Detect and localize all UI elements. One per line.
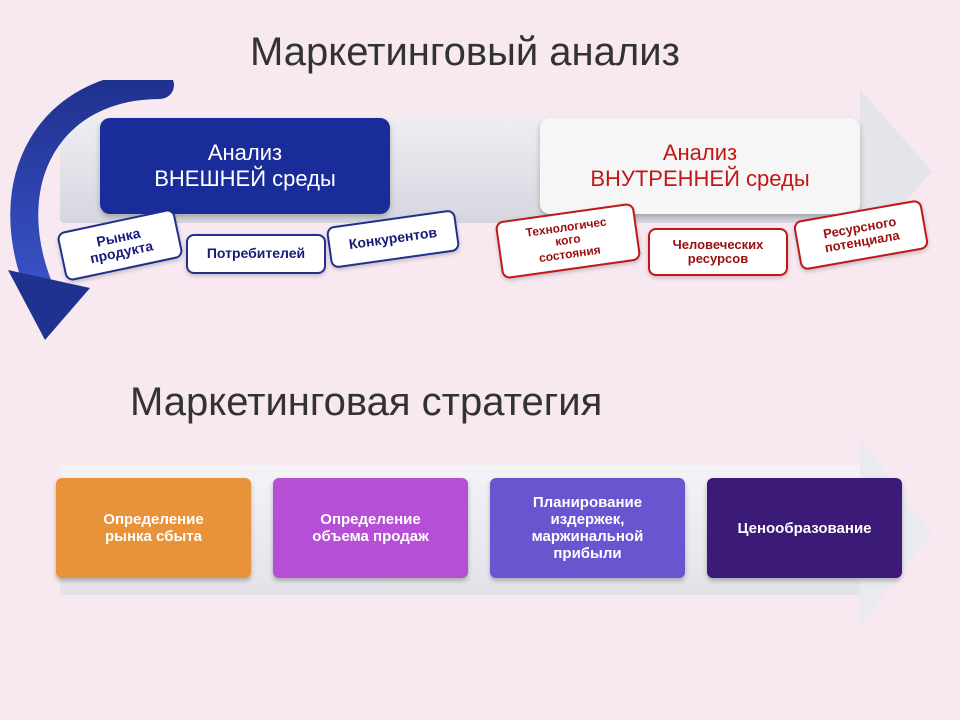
title-analysis: Маркетинговый анализ <box>250 30 680 75</box>
strategy-box-3: Ценообразование <box>707 478 902 578</box>
card-internal-analysis: Анализ ВНУТРЕННЕЙ среды <box>540 118 860 214</box>
card-internal-line1: Анализ <box>663 140 737 166</box>
strategy-box-0: Определение рынка сбыта <box>56 478 251 578</box>
strategy-box-2: Планирование издержек, маржинальной приб… <box>490 478 685 578</box>
title-strategy: Маркетинговая стратегия <box>130 380 602 425</box>
internal-tag-1: Человеческих ресурсов <box>648 228 788 276</box>
card-internal-line2: ВНУТРЕННЕЙ среды <box>590 166 809 192</box>
strategy-box-1: Определение объема продаж <box>273 478 468 578</box>
curved-arrow <box>0 80 240 360</box>
strategy-boxes-row: Определение рынка сбытаОпределение объем… <box>56 478 902 578</box>
